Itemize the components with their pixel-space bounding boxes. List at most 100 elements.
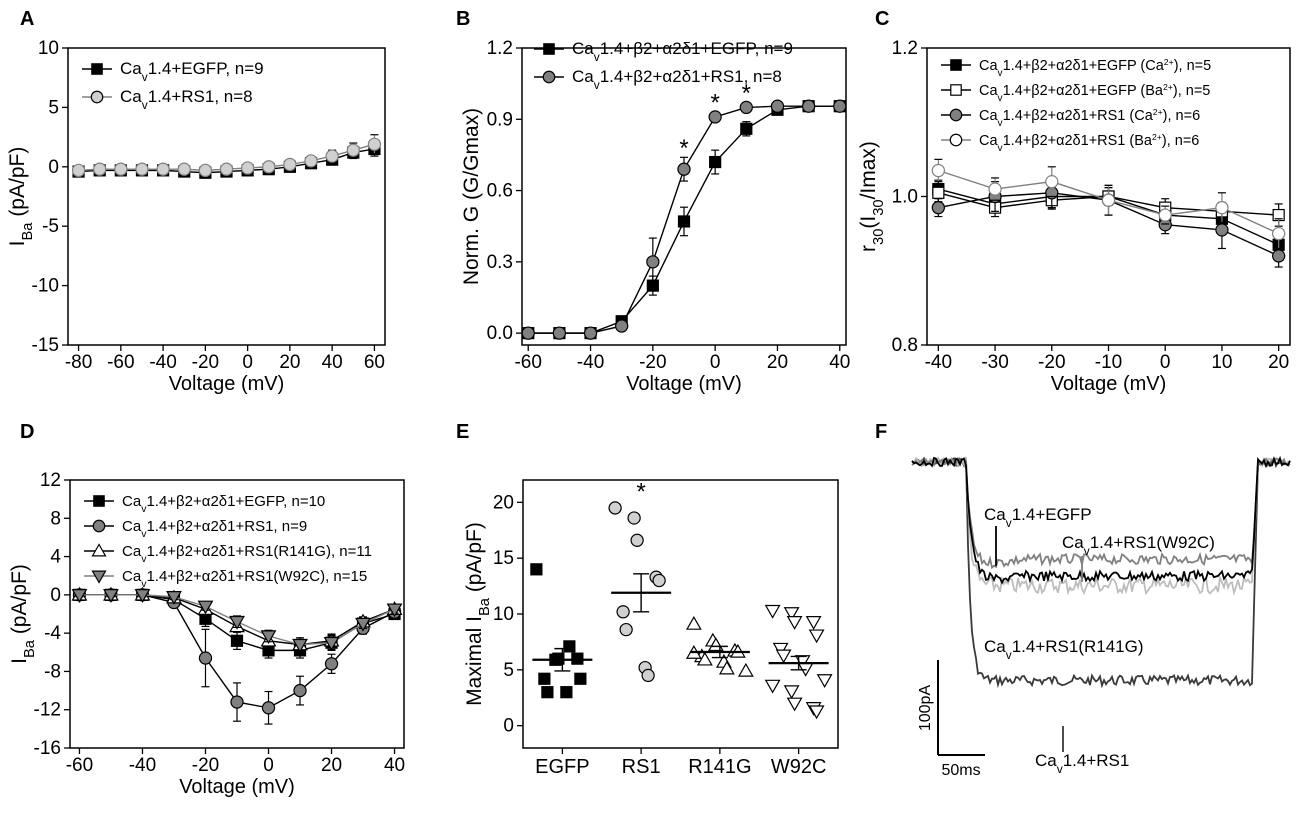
x-axis-label: Voltage (mV) xyxy=(1051,373,1167,395)
legend-label-part: Ca xyxy=(122,543,142,560)
legend-label: Cav1.4+β2+α2δ1+RS1(R141G), n=11 xyxy=(122,543,372,565)
data-point xyxy=(219,162,234,176)
x-tick-label: W92C xyxy=(771,756,827,778)
scale-y-label-part: 100pA xyxy=(917,685,934,732)
x-tick-label: 40 xyxy=(384,755,405,776)
y-tick-label: -16 xyxy=(34,738,61,759)
legend-label-part: ), n=5 xyxy=(1174,58,1211,74)
panel-c: C -40 -30 -20 -10 0 10 20 0.8 1.0 1.2 Voltage (mV) r… xyxy=(857,8,1291,395)
y-axis-label-part: Norm. G (G/Gmax) xyxy=(460,108,483,285)
y-tick-label: 0 xyxy=(503,716,514,737)
legend-label-part: Ca xyxy=(122,518,142,535)
legend-marker xyxy=(949,133,963,147)
significance-star: * xyxy=(636,479,645,506)
legend-label-part: Ca xyxy=(122,568,142,585)
legend-label: Cav1.4+β2+α2δ1+RS1 (Ba2+), n=6 xyxy=(979,132,1199,154)
series-1 xyxy=(521,99,847,340)
y-axis-label: Norm. G (G/Gmax) xyxy=(460,108,483,285)
legend-label: Cav1.4+β2+α2δ1+RS1, n=9 xyxy=(122,518,307,540)
panel-label-part: A xyxy=(20,8,34,30)
legend-label-part: v xyxy=(141,578,147,590)
data-point xyxy=(292,638,308,653)
panel-f: FCav1.4+EGFPCav1.4+RS1(W92C)Cav1.4+RS1(R… xyxy=(875,421,1291,779)
current-trace-w92c xyxy=(911,456,1291,570)
legend-label-part: 2+ xyxy=(1163,82,1173,92)
x-axis-label: Voltage (mV) xyxy=(169,373,285,395)
data-point xyxy=(739,100,753,115)
legend-marker xyxy=(91,63,103,75)
y-tick-label: 0.8 xyxy=(892,335,918,356)
x-tick-label: 0 xyxy=(263,755,274,776)
x-tick-label: -60 xyxy=(514,352,541,373)
y-axis-label-part: 30 xyxy=(871,199,887,215)
data-point xyxy=(71,163,86,178)
trace-label: Cav1.4+EGFP xyxy=(984,505,1092,530)
y-tick-label: 0.9 xyxy=(487,109,513,130)
y-axis-label-part: I xyxy=(6,240,29,246)
y-tick-label: -5 xyxy=(42,216,59,237)
current-trace-egfp xyxy=(911,455,1291,585)
legend-label: Cav1.4+RS1, n=8 xyxy=(120,87,253,112)
data-point xyxy=(240,161,255,175)
legend-label-part: 2+ xyxy=(1164,57,1174,67)
data-point xyxy=(786,616,803,630)
y-tick-label: 8 xyxy=(50,508,61,529)
x-tick-label: -60 xyxy=(107,352,134,373)
legend-label-part: ), n=6 xyxy=(1163,108,1200,124)
trace-label: Cav1.4+RS1(R141G) xyxy=(984,637,1144,662)
x-tick-label: 0 xyxy=(1160,352,1171,373)
panel-label: F xyxy=(875,421,887,443)
legend-label-part: v xyxy=(141,528,147,540)
data-point xyxy=(134,589,151,603)
legend-label-part: Ca xyxy=(120,87,142,106)
data-point xyxy=(833,99,847,113)
x-tick-label: 20 xyxy=(321,755,342,776)
data-point xyxy=(260,630,277,645)
legend-label-part: v xyxy=(998,143,1004,154)
legend-label-part: v xyxy=(141,503,147,515)
data-point xyxy=(71,589,88,603)
data-point xyxy=(646,255,660,269)
data-point xyxy=(355,617,371,632)
data-point xyxy=(304,154,318,168)
legend-label-part: 1.4+β2+α2δ1+RS1(R141G), n=11 xyxy=(146,543,372,560)
trace-label: Cav1.4+RS1(W92C) xyxy=(1062,533,1215,558)
y-tick-label: 1.2 xyxy=(892,38,918,59)
y-axis-label-part: Maximal I xyxy=(463,616,486,706)
trace-label-part: Ca xyxy=(1035,751,1057,770)
series-3 xyxy=(931,158,1286,250)
data-point xyxy=(574,672,587,685)
y-tick-label: 0 xyxy=(48,157,59,178)
data-point xyxy=(1272,249,1286,263)
y-axis-label-part: (I xyxy=(857,216,880,229)
legend-label-part: Ca xyxy=(979,108,998,124)
x-tick-label: 60 xyxy=(364,352,385,373)
data-point xyxy=(198,651,213,665)
trace-label-part: v xyxy=(1057,762,1063,776)
data-point xyxy=(323,636,340,651)
legend-marker xyxy=(91,570,107,584)
legend-marker xyxy=(949,108,963,122)
panel-label: D xyxy=(20,421,34,443)
legend-label-part: 2+ xyxy=(1153,107,1163,117)
series-3 xyxy=(71,589,403,653)
legend-label-part: 1.4+β2+α2δ1+RS1 (Ca xyxy=(1003,108,1154,124)
data-point xyxy=(230,634,244,647)
y-tick-label: -12 xyxy=(34,700,61,721)
trace-label-part: 1.4+RS1(W92C) xyxy=(1090,533,1215,552)
data-point xyxy=(630,533,644,547)
x-tick-label: -40 xyxy=(149,352,176,373)
data-point xyxy=(230,695,244,709)
data-point xyxy=(538,672,551,685)
y-tick-label: 5 xyxy=(48,97,59,118)
trace-label: Cav1.4+RS1 xyxy=(1035,751,1129,776)
data-point xyxy=(283,157,297,172)
data-point xyxy=(552,652,565,665)
data-point xyxy=(367,137,382,151)
y-tick-label: -8 xyxy=(44,661,61,682)
legend-label-part: v xyxy=(594,78,600,92)
scale-y-label: 100pA xyxy=(917,685,934,732)
data-point xyxy=(709,155,722,169)
y-tick-label: 0 xyxy=(50,585,61,606)
